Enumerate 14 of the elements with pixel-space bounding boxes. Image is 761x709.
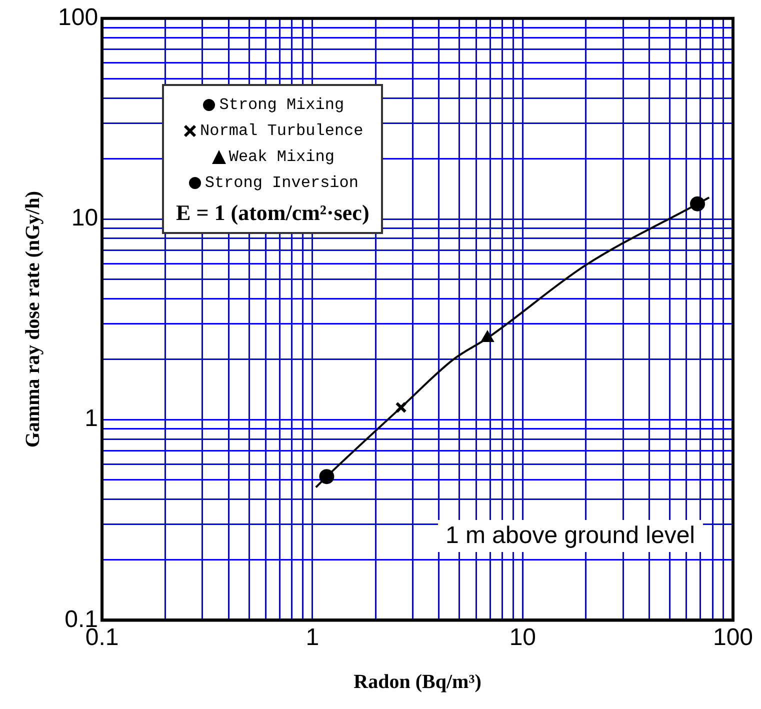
x-tick-label: 100	[712, 624, 754, 652]
legend-label: Strong Inversion	[204, 174, 358, 192]
legend-label: Normal Turbulence	[200, 122, 364, 140]
legend-label: Weak Mixing	[228, 148, 334, 166]
x-tick-label: 10	[509, 624, 536, 652]
x-tick-label: 1	[306, 624, 320, 652]
x-axis-title: Radon (Bq/m³)	[354, 671, 482, 694]
y-tick-label: 10	[71, 204, 98, 232]
annotation: 1 m above ground level	[438, 520, 703, 552]
legend-label: Strong Mixing	[219, 96, 344, 114]
y-tick-label: 100	[58, 4, 98, 32]
y-tick-label: 1	[84, 405, 98, 432]
y-axis-title: Gamma ray dose rate (nGy/h)	[22, 190, 44, 448]
annotation: E = 1 (atom/cm²·sec)	[176, 200, 370, 226]
